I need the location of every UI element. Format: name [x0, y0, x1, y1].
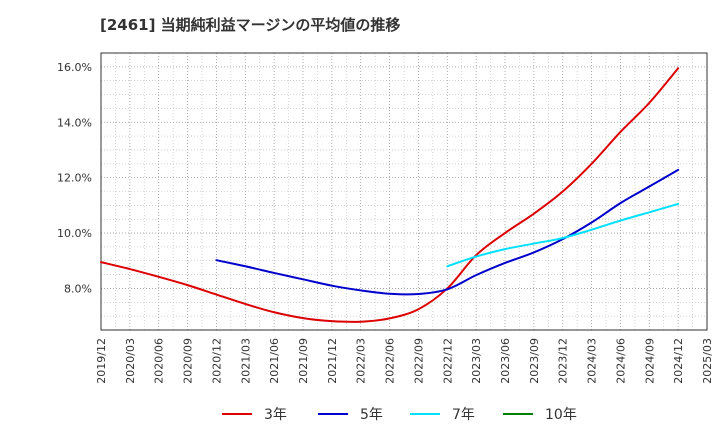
x-tick-label: 2023/12 — [557, 338, 570, 384]
x-tick-label: 2021/03 — [239, 338, 252, 384]
x-tick-label: 2020/03 — [124, 338, 137, 384]
y-tick-label: 16.0% — [57, 61, 92, 74]
y-tick-label: 8.0% — [64, 282, 92, 295]
series-line — [100, 67, 680, 323]
x-tick-label: 2022/06 — [384, 338, 397, 384]
x-tick-label: 2023/03 — [470, 338, 483, 384]
x-tick-label: 2022/12 — [441, 338, 454, 384]
x-tick-label: 2022/09 — [412, 338, 425, 384]
x-tick-label: 2020/12 — [210, 338, 223, 384]
x-tick-label: 2021/09 — [297, 338, 310, 384]
y-tick-label: 10.0% — [57, 227, 92, 240]
legend-label: 5年 — [360, 407, 383, 423]
x-tick-label: 2020/09 — [182, 338, 195, 384]
x-tick-label: 2021/12 — [326, 338, 339, 384]
legend: 3年 5年 7年 10年 — [222, 407, 577, 423]
x-axis: 2019/12 2020/03 2020/06 2020/09 2020/12 2021/… — [95, 338, 714, 384]
plot-frame — [100, 52, 708, 331]
series-lines — [100, 67, 680, 323]
y-tick-label: 12.0% — [57, 172, 92, 185]
legend-label: 7年 — [452, 407, 475, 423]
x-tick-label: 2024/12 — [672, 338, 685, 384]
x-tick-label: 2022/03 — [355, 338, 368, 384]
legend-label: 3年 — [264, 407, 287, 423]
legend-label: 10年 — [545, 407, 577, 423]
y-axis: 8.0% 10.0% 12.0% 14.0% 16.0% — [57, 61, 92, 296]
x-tick-label: 2019/12 — [95, 338, 108, 384]
x-tick-label: 2021/06 — [268, 338, 281, 384]
x-tick-label: 2024/03 — [586, 338, 599, 384]
y-tick-label: 14.0% — [57, 116, 92, 129]
x-tick-label: 2025/03 — [701, 338, 714, 384]
chart-title: [2461] 当期純利益マージンの平均値の推移 — [100, 16, 401, 34]
x-tick-label: 2024/06 — [614, 338, 627, 384]
series-line — [446, 202, 680, 268]
series-line — [215, 168, 680, 296]
x-tick-label: 2024/09 — [643, 338, 656, 384]
x-tick-label: 2020/06 — [153, 338, 166, 384]
x-tick-label: 2023/06 — [499, 338, 512, 384]
x-tick-label: 2023/09 — [528, 338, 541, 384]
